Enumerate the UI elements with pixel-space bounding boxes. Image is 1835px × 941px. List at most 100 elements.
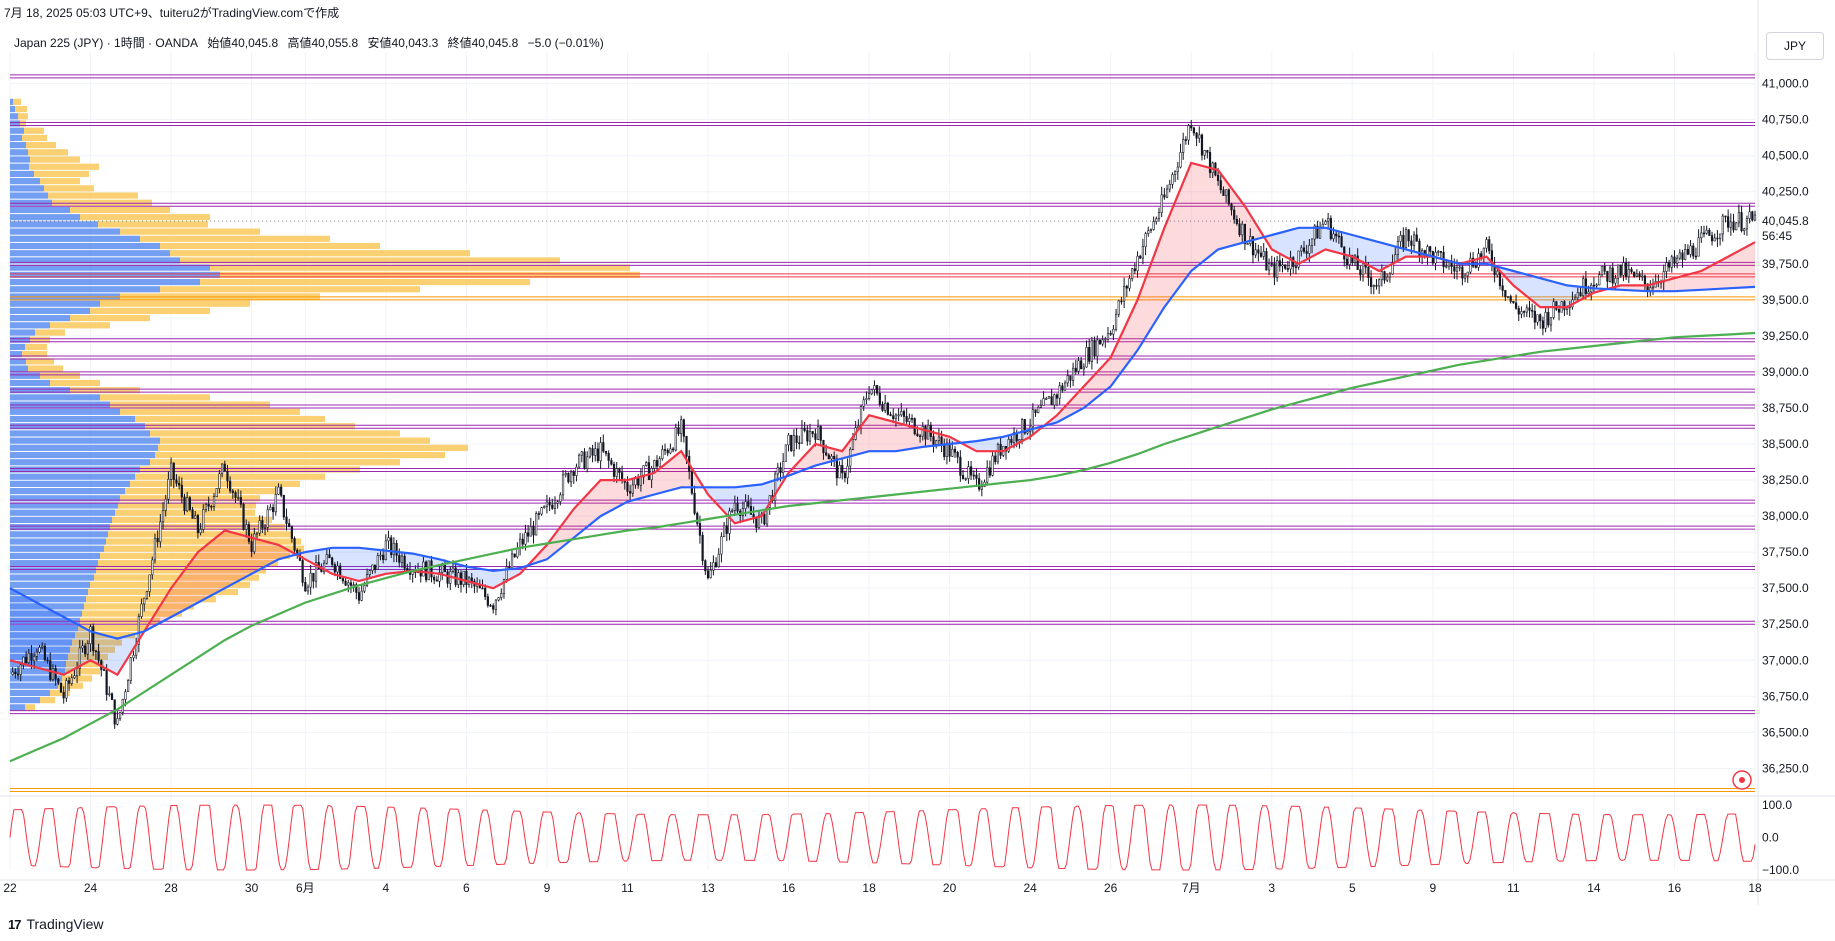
vp-bar-up [10, 105, 15, 113]
candle-body [1557, 309, 1561, 313]
time-tick-label: 28 [164, 881, 178, 895]
candle-body [1144, 233, 1147, 247]
vp-bar-down [96, 567, 266, 574]
candle-body [1058, 385, 1061, 399]
oscillator-line [9, 804, 1756, 871]
ema-cloud [654, 451, 682, 495]
candle-body [169, 462, 173, 480]
candle-body [1399, 234, 1402, 242]
vp-bar-down [48, 192, 138, 199]
candle-body [1343, 246, 1346, 260]
candle-body [846, 465, 849, 479]
candle-body [1592, 284, 1596, 287]
candle-body [57, 678, 60, 684]
vp-bar-down [88, 588, 238, 596]
candle-body [578, 454, 581, 468]
candle-body [1480, 253, 1483, 258]
candle-body [1727, 216, 1730, 228]
candle-body [827, 454, 830, 460]
candle-body [1517, 308, 1520, 315]
candle-body [1284, 264, 1287, 269]
candle-body [1031, 409, 1034, 428]
candle-body [336, 565, 339, 573]
candle-body [784, 444, 787, 462]
candle-body [999, 443, 1002, 456]
candle-body [1705, 229, 1708, 234]
vp-bar-up [10, 480, 130, 487]
tradingview-footer[interactable]: 17 TradingView [8, 916, 104, 932]
candle-body [1039, 405, 1042, 408]
candle-body [1523, 311, 1526, 313]
ema-cloud [1271, 227, 1299, 264]
ema-cloud [1164, 162, 1192, 308]
vp-bar-down [50, 322, 110, 329]
candle-body [1061, 385, 1064, 391]
candle-body [1721, 215, 1724, 235]
time-tick-label: 16 [1668, 881, 1682, 895]
vp-bar-up [10, 444, 158, 451]
vp-bar-down [18, 113, 28, 120]
vp-bar-up [10, 430, 150, 437]
time-tick-label: 11 [621, 881, 634, 895]
candle-body [889, 414, 892, 416]
candle-body [271, 507, 275, 513]
vp-bar-down [80, 214, 210, 221]
candle-body [1625, 262, 1628, 278]
vp-bar-up [10, 307, 90, 314]
candle-body [1673, 256, 1676, 264]
candle-body [1665, 262, 1668, 272]
ema-cloud [197, 530, 225, 603]
candle-body [1104, 338, 1107, 341]
candle-body [1117, 300, 1120, 315]
candle-body [191, 509, 194, 519]
candle-body [1539, 314, 1542, 322]
candle-body [183, 496, 186, 512]
candle-body [347, 582, 350, 586]
candle-body [1037, 407, 1040, 413]
vp-bar-down [106, 538, 301, 545]
currency-button[interactable]: JPY [1766, 32, 1824, 60]
candle-body [975, 474, 978, 479]
candle-body [1549, 317, 1553, 326]
candle-body [763, 513, 766, 525]
candle-body [261, 520, 264, 529]
candle-body [626, 482, 629, 492]
candle-body [167, 479, 170, 500]
candle-body [1651, 286, 1655, 289]
symbol-legend[interactable]: Japan 225 (JPY) · 1時間 · OANDA 始値40,045.8… [14, 34, 610, 51]
vp-bar-up [10, 660, 66, 668]
candle-body [35, 651, 38, 657]
vp-bar-down [72, 639, 122, 646]
candle-body [151, 559, 154, 576]
vp-bar-down [150, 459, 400, 466]
vp-bar-down [44, 185, 94, 192]
candle-body [116, 718, 119, 725]
candle-body [76, 668, 79, 676]
candle-body [693, 492, 696, 514]
candle-body [492, 605, 495, 610]
candle-body [1187, 125, 1190, 141]
candle-body [1735, 222, 1738, 231]
candle-body [1361, 263, 1365, 276]
vp-bar-up [10, 379, 50, 387]
candle-body [723, 525, 726, 537]
candle-body [814, 433, 817, 440]
candle-body [849, 449, 852, 467]
candle-body [1466, 271, 1469, 277]
candle-body [932, 436, 935, 445]
candle-body [84, 645, 87, 655]
oscillator-tick-label: 0.0 [1762, 831, 1779, 845]
candle-body [1474, 265, 1477, 268]
ema-cloud [10, 588, 37, 668]
candle-body [886, 402, 889, 415]
candle-body [403, 555, 406, 569]
vp-bar-up [10, 408, 120, 415]
vp-bar-down [13, 98, 21, 105]
vp-bar-up [10, 343, 25, 351]
symbol-name[interactable]: Japan 225 (JPY) · 1時間 · OANDA [14, 36, 199, 50]
vp-bar-down [70, 387, 140, 394]
candle-body [1332, 233, 1335, 240]
candle-body [956, 452, 959, 458]
time-tick-label: 20 [943, 881, 957, 895]
